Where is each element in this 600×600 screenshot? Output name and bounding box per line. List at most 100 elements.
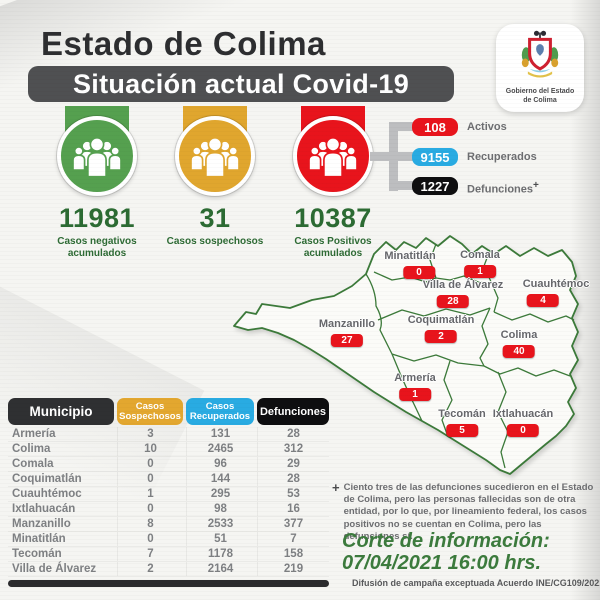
table-row: Ixtlahuacán 0 98 16	[8, 502, 329, 517]
recuperados-cell: 1178	[186, 547, 254, 561]
map-value-pill: 0	[507, 424, 539, 437]
map-label: Villa de Álvarez	[422, 279, 504, 291]
map-value-pill: 5	[445, 424, 478, 437]
recuperados-cell: 2533	[186, 517, 254, 531]
colima-state-map: Minatitlán 0 Comala 1 Villa de Álvarez 2…	[228, 230, 598, 488]
column-header-recuperados: Casos Recuperados	[186, 398, 254, 425]
logo-text: Gobierno del Estado de Colima	[506, 88, 574, 105]
table-row: Comala 0 96 29	[8, 457, 329, 472]
coat-of-arms-icon	[513, 29, 567, 86]
defunciones-cell: 29	[257, 457, 329, 471]
table-row: Colima 10 2465 312	[8, 442, 329, 457]
recuperados-cell: 51	[186, 532, 254, 546]
connector-bracket	[397, 181, 413, 190]
map-municipality-coquimatlan: Coquimatlán 2	[408, 314, 474, 344]
municipio-cell: Ixtlahuacán	[12, 503, 76, 515]
map-value-pill: 0	[403, 266, 435, 279]
sospechosos-cell: 1	[117, 487, 183, 501]
table-row: Armería 3 131 28	[8, 427, 329, 442]
sospechosos-cell: 10	[117, 442, 183, 456]
plus-icon: +	[332, 480, 340, 495]
map-municipality-cuauhtemoc: Cuauhtémoc 4	[522, 278, 590, 308]
stat-label: Casos Positivos acumulados	[294, 236, 372, 259]
map-label: Minatitlán	[384, 250, 436, 262]
sospechosos-cell: 8	[117, 517, 183, 531]
table-bottom-bar	[8, 580, 329, 587]
people-group-icon	[293, 116, 373, 196]
recuperados-cell: 98	[186, 502, 254, 516]
sospechosos-cell: 0	[117, 532, 183, 546]
deaths-footnote: + Ciento tres de las defunciones sucedie…	[332, 480, 596, 543]
municipio-cell: Armería	[12, 428, 56, 440]
map-value-pill: 40	[503, 345, 535, 358]
sospechosos-cell: 2	[117, 562, 183, 576]
municipio-cell: Colima	[12, 443, 51, 455]
stat-value: 11981	[58, 203, 136, 233]
recuperados-cell: 2465	[186, 442, 254, 456]
map-value-pill: 2	[425, 330, 457, 343]
municipio-cell: Villa de Álvarez	[12, 563, 97, 575]
sospechosos-cell: 0	[117, 502, 183, 516]
map-municipality-armeria: Armería 1	[394, 372, 436, 402]
map-municipality-comala: Comala 1	[460, 249, 500, 279]
municipio-cell: Manzanillo	[12, 518, 71, 530]
defunciones-cell: 28	[257, 427, 329, 441]
municipio-cell: Cuauhtémoc	[12, 488, 82, 500]
connector-bracket	[370, 152, 390, 161]
deaths-label-text: Defunciones	[467, 183, 534, 196]
map-value-pill: 1	[398, 388, 431, 401]
table-row: Villa de Álvarez 2 2164 219	[8, 562, 329, 577]
column-header-defunciones: Defunciones	[257, 398, 329, 425]
map-label: Cuauhtémoc	[522, 278, 590, 290]
defunciones-cell: 28	[257, 472, 329, 486]
table-row: Manzanillo 8 2533 377	[8, 517, 329, 532]
map-label: Manzanillo	[318, 318, 376, 330]
recuperados-cell: 2164	[186, 562, 254, 576]
connector-bracket	[389, 122, 398, 191]
deaths-badge: 1227	[412, 177, 458, 195]
state-outline	[233, 235, 579, 475]
stat-label: Casos sospechosos	[166, 236, 264, 247]
stat-value: 31	[199, 203, 231, 233]
recovered-cases-label: Recuperados	[467, 151, 537, 163]
map-municipality-minatitlan: Minatitlán 0	[384, 250, 436, 280]
municipio-cell: Minatitlán	[12, 533, 66, 545]
stat-positive-cases: 10387 Casos Positivos acumulados	[273, 106, 393, 259]
cutoff-line1: Corte de información:	[342, 530, 550, 552]
people-group-icon	[57, 116, 137, 196]
municipio-cell: Coquimatlán	[12, 473, 82, 485]
sospechosos-cell: 0	[117, 472, 183, 486]
defunciones-cell: 219	[257, 562, 329, 576]
recuperados-cell: 295	[186, 487, 254, 501]
logo-text-line2: de Colima	[523, 96, 557, 104]
connector-bracket	[397, 122, 413, 131]
defunciones-cell: 53	[257, 487, 329, 501]
column-header-municipio: Municipio	[8, 398, 114, 425]
municipio-cell: Tecomán	[12, 548, 62, 560]
map-municipality-manzanillo: Manzanillo 27	[319, 318, 375, 348]
table-row: Coquimatlán 0 144 28	[8, 472, 329, 487]
stat-suspected-cases: 31 Casos sospechosos	[155, 106, 275, 248]
map-label: Comala	[460, 249, 500, 261]
map-label: Armería	[394, 372, 436, 384]
defunciones-cell: 312	[257, 442, 329, 456]
government-logo: Gobierno del Estado de Colima	[496, 24, 584, 112]
recuperados-cell: 96	[186, 457, 254, 471]
defunciones-cell: 7	[257, 532, 329, 546]
sospechosos-cell: 3	[117, 427, 183, 441]
sospechosos-cell: 7	[117, 547, 183, 561]
map-value-pill: 1	[464, 265, 496, 278]
defunciones-cell: 377	[257, 517, 329, 531]
map-municipality-tecoman: Tecomán 5	[438, 408, 486, 438]
map-label: Ixtlahuacán	[492, 408, 554, 420]
campaign-disclaimer: Difusión de campaña exceptuada Acuerdo I…	[352, 578, 600, 588]
sospechosos-cell: 0	[117, 457, 183, 471]
table-header-row: Municipio Casos Sospechosos Casos Recupe…	[8, 398, 329, 425]
stat-value: 10387	[294, 203, 372, 233]
table-row: Tecomán 7 1178 158	[8, 547, 329, 562]
active-cases-badge: 108	[412, 118, 458, 136]
map-value-pill: 4	[527, 294, 559, 307]
footnote-text: Ciento tres de las defunciones sucediero…	[343, 482, 594, 542]
recovered-cases-badge: 9155	[412, 148, 458, 166]
